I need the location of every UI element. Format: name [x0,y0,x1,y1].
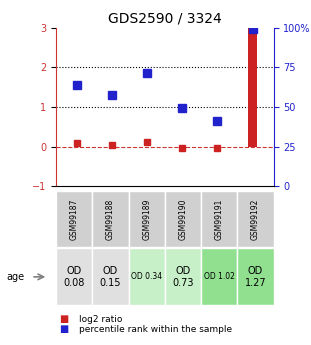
Bar [248,28,257,147]
Text: OD
1.27: OD 1.27 [245,266,266,288]
Text: percentile rank within the sample: percentile rank within the sample [79,325,232,334]
Text: OD
0.08: OD 0.08 [63,266,85,288]
Text: GSM99188: GSM99188 [106,198,115,240]
Text: OD 0.34: OD 0.34 [131,272,162,282]
Text: ■: ■ [59,314,68,324]
Text: GSM99189: GSM99189 [142,198,151,240]
Text: OD
0.15: OD 0.15 [100,266,121,288]
Text: age: age [6,272,24,282]
Text: GSM99192: GSM99192 [251,198,260,240]
Text: OD
0.73: OD 0.73 [172,266,194,288]
Text: OD 1.02: OD 1.02 [204,272,235,282]
Text: log2 ratio: log2 ratio [79,315,123,324]
Text: ■: ■ [59,325,68,334]
Title: GDS2590 / 3324: GDS2590 / 3324 [108,11,222,25]
Text: GSM99190: GSM99190 [179,198,188,240]
Text: GSM99191: GSM99191 [215,198,224,240]
Text: GSM99187: GSM99187 [70,198,79,240]
